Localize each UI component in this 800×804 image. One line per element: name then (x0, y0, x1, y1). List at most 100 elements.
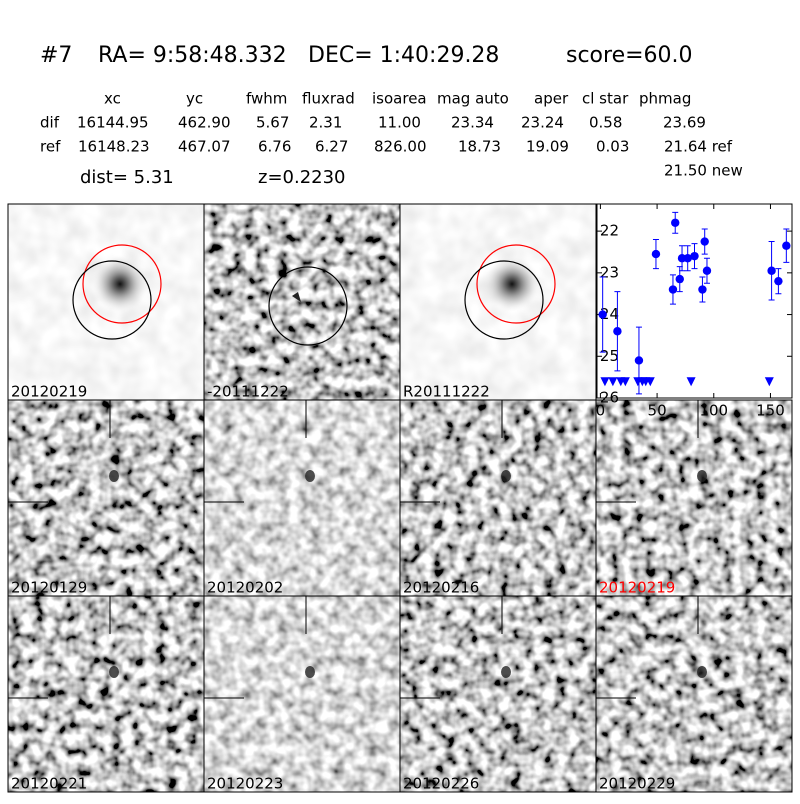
column-header: xc (104, 90, 121, 108)
y-tick-label: 24 (600, 305, 619, 323)
panel-frame (595, 595, 793, 793)
image-panel (8, 400, 204, 596)
column-header: phmag (639, 90, 691, 108)
distance-info: dist= 5.31 z=0.2230 (80, 167, 346, 188)
header: #7 RA= 9:58:48.332 DEC= 1:40:29.28 score… (40, 43, 693, 68)
x-tick-label: 150 (756, 402, 785, 420)
table-cell: 6.76 (258, 138, 291, 156)
x-tick-label: 100 (699, 402, 728, 420)
panel-label: 20120229 (599, 775, 675, 793)
ra: RA= 9:58:48.332 (98, 43, 287, 68)
panel-label: 20120129 (11, 579, 87, 597)
candidate-id: #7 (40, 43, 72, 68)
data-point (668, 285, 678, 294)
source (109, 470, 119, 482)
column-header: fwhm (246, 90, 287, 108)
column-header: mag auto (437, 90, 509, 108)
dec: DEC= 1:40:29.28 (308, 43, 499, 68)
panel-label: 20120216 (403, 579, 479, 597)
column-header: fluxrad (302, 90, 355, 108)
row-label: ref (40, 138, 61, 156)
table-cell: 21.64 ref (664, 138, 733, 156)
data-point (598, 310, 607, 319)
y-tick-label: 22 (600, 222, 619, 240)
y-tick-label: 26 (600, 389, 619, 407)
source (697, 666, 707, 678)
table-cell: 23.69 (663, 114, 706, 132)
table-cell: 462.90 (178, 114, 231, 132)
dist: dist= 5.31 (80, 167, 174, 188)
table-cell: 0.03 (596, 138, 629, 156)
image-panel (400, 400, 596, 596)
x-tick-label: 0 (596, 402, 606, 420)
table-cell: 11.00 (378, 114, 421, 132)
data-point (613, 327, 622, 336)
table-cell: 5.67 (256, 114, 289, 132)
data-point (683, 254, 692, 263)
source (501, 470, 511, 482)
upper-limit (620, 377, 630, 387)
table-cell: 2.31 (309, 114, 342, 132)
source (292, 292, 301, 302)
panel-label: R20111222 (403, 383, 490, 401)
image-panel (204, 204, 400, 400)
table-cell: 18.73 (458, 138, 501, 156)
data-point (700, 237, 709, 246)
data-point (671, 218, 680, 227)
data-point (774, 276, 783, 286)
table-cell: 0.58 (589, 114, 622, 132)
data-point (651, 249, 661, 259)
redshift: z=0.2230 (258, 167, 346, 188)
image-panel (596, 400, 792, 596)
image-panel (204, 400, 400, 596)
plot-area (596, 203, 793, 399)
data-point (702, 266, 712, 275)
data-point (782, 241, 791, 250)
upper-limit (600, 377, 610, 387)
panel-label: 20120202 (207, 579, 283, 597)
new-mag: 21.50 new (664, 162, 743, 180)
column-header: cl star (582, 90, 629, 108)
upper-limit (764, 377, 774, 387)
aperture-circle (268, 266, 348, 346)
upper-limit (608, 377, 618, 387)
table-cell: 23.24 (521, 114, 564, 132)
y-tick-label: 25 (600, 347, 619, 365)
source (697, 470, 707, 482)
source (501, 666, 511, 678)
image-panel (400, 596, 596, 792)
image-panel (204, 596, 400, 792)
aperture-circle (72, 260, 152, 340)
panel-label: 20120221 (11, 775, 87, 793)
aperture-circle (476, 244, 556, 324)
image-panel (596, 596, 792, 792)
panel-label: 20120223 (207, 775, 283, 793)
panel-label: -20111222 (207, 383, 289, 401)
data-point (690, 251, 699, 261)
table-cell: 23.34 (451, 114, 494, 132)
image-panel (8, 596, 204, 792)
upper-limit (686, 377, 696, 387)
data-point (767, 266, 776, 275)
panel-label: 20120219 (599, 579, 675, 597)
column-header: isoarea (372, 90, 427, 108)
panel-label: 20120226 (403, 775, 479, 793)
source (92, 256, 148, 312)
data-point (698, 285, 707, 294)
source (305, 470, 315, 482)
source (305, 666, 315, 678)
table-cell: 19.09 (526, 138, 569, 156)
table-cell: 16144.95 (77, 114, 149, 132)
row-label: dif (40, 114, 60, 132)
x-tick-label: 50 (648, 402, 667, 420)
data-point (634, 356, 644, 365)
column-header: aper (534, 90, 569, 108)
table-cell: 16148.23 (78, 138, 150, 156)
source (484, 256, 540, 312)
column-header: yc (186, 90, 203, 108)
source (109, 666, 119, 678)
data-point (675, 274, 684, 284)
table-cell: 826.00 (374, 138, 427, 156)
upper-limit (645, 377, 655, 387)
aperture-circle (82, 244, 162, 324)
